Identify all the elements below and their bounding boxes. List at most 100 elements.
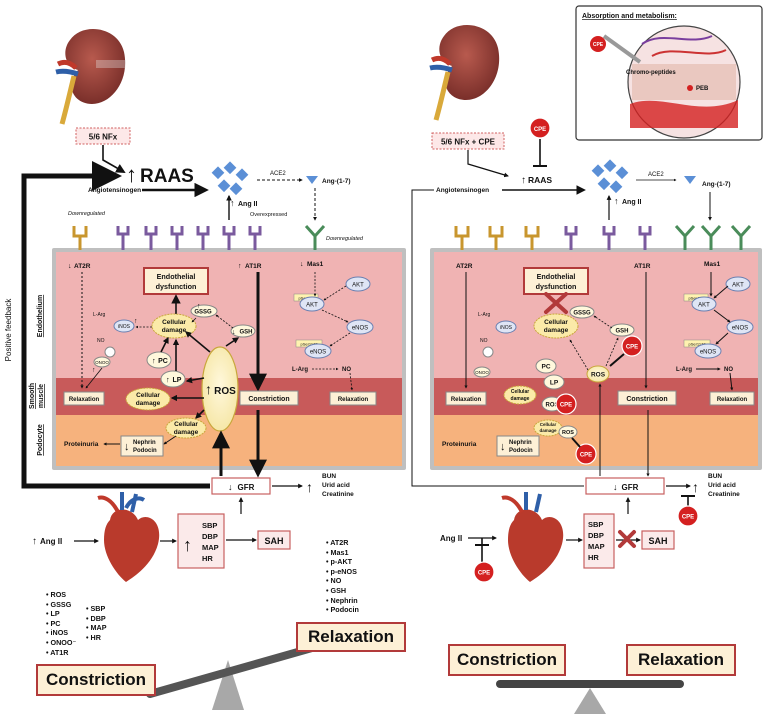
blocked-x-icon: [544, 292, 568, 314]
at1r-receptors-right: [564, 226, 652, 250]
list-item: Mas1: [326, 548, 359, 558]
svg-text:CPE: CPE: [534, 127, 546, 133]
svg-text:eNOS: eNOS: [352, 326, 368, 332]
raas-label-right: RAAS: [528, 175, 552, 185]
svg-text:iNOS: iNOS: [500, 325, 513, 331]
svg-text:↑: ↑: [183, 535, 192, 555]
ang-1-7-icon: [306, 176, 318, 184]
svg-text:ACE2: ACE2: [648, 172, 664, 178]
svg-text:GFR: GFR: [622, 483, 639, 492]
constriction-big-label: Constriction: [36, 664, 156, 696]
list-item: Nephrin: [326, 596, 359, 606]
smooth-muscle-layer-right: [434, 378, 758, 415]
svg-text:Nephrin: Nephrin: [133, 440, 156, 446]
lp-node: [160, 370, 186, 388]
downregulated-right-label: Downregulated: [326, 236, 364, 242]
svg-text:↓: ↓: [300, 261, 304, 268]
svg-text:SAH: SAH: [648, 536, 667, 546]
svg-text:AT1R: AT1R: [634, 263, 651, 270]
svg-text:GFR: GFR: [238, 483, 255, 492]
at1r-label: AT1R: [245, 263, 262, 270]
endothelial-dysfunction-line1: Endothelial: [157, 272, 196, 281]
list-item: AT2R: [326, 538, 359, 548]
svg-text:damage: damage: [136, 400, 161, 407]
svg-text:Cellular: Cellular: [136, 392, 160, 399]
svg-text:↑: ↑: [92, 367, 96, 374]
svg-text:↑: ↑: [134, 318, 138, 325]
ace2-label: ACE2: [270, 171, 286, 177]
gsh-node: [230, 324, 256, 338]
svg-text:AKT: AKT: [352, 283, 364, 289]
akt-node: [345, 276, 371, 292]
svg-text:DBP: DBP: [202, 532, 218, 541]
kidney-icon: [55, 28, 126, 125]
svg-text:eNOS: eNOS: [310, 350, 326, 356]
svg-text:AKT: AKT: [698, 303, 710, 309]
svg-text:↑: ↑: [614, 196, 619, 206]
gssg-node: [190, 304, 218, 318]
sah-box: [257, 530, 291, 550]
list-item: p-eNOS: [326, 567, 359, 577]
at2r-receptors-right: [454, 226, 540, 250]
svg-text:↑: ↑: [32, 536, 37, 547]
svg-text:Podocin: Podocin: [133, 448, 157, 454]
list-item: ONOO⁻: [46, 638, 77, 648]
svg-text:↑: ↑: [306, 479, 313, 495]
svg-text:CPE: CPE: [580, 453, 592, 459]
smooth-muscle-label-1: Smooth: [29, 383, 36, 409]
right-panel: 5/6 NFx + CPE CPE ↑ RAAS Angiotensinogen…: [411, 5, 763, 714]
svg-text:CPE: CPE: [626, 345, 638, 351]
svg-text:eNOS: eNOS: [732, 326, 748, 332]
overexpressed-label: Overexpressed: [250, 212, 287, 218]
svg-text:Constriction: Constriction: [626, 396, 667, 403]
svg-text:pSer1177: pSer1177: [300, 342, 318, 347]
svg-text:SBP: SBP: [588, 520, 603, 529]
cellular-damage-burst-2: [125, 387, 171, 411]
svg-text:Endothelial: Endothelial: [537, 272, 576, 281]
svg-text:↑: ↑: [152, 356, 156, 365]
procedure-label-right: 5/6 NFx + CPE: [441, 138, 496, 147]
at1r-receptor-icons: [116, 226, 262, 250]
svg-text:Cellular: Cellular: [174, 421, 198, 428]
podocyte-layer-right: [434, 415, 758, 466]
svg-text:damage: damage: [539, 428, 557, 433]
svg-text:SBP: SBP: [202, 521, 217, 530]
svg-text:Creatinine: Creatinine: [708, 491, 740, 498]
svg-text:damage: damage: [174, 429, 199, 436]
endothelial-dysfunction-line2: dysfunction: [156, 282, 197, 291]
constriction-big-label-right: Constriction: [448, 644, 566, 676]
svg-text:AKT: AKT: [306, 303, 318, 309]
svg-text:HR: HR: [588, 553, 599, 562]
smooth-muscle-label-2: muscle: [38, 384, 45, 408]
svg-text:pSer473: pSer473: [688, 296, 704, 301]
svg-text:Ang II: Ang II: [440, 534, 462, 543]
svg-text:BUN: BUN: [708, 473, 722, 480]
list-item: MAP: [86, 623, 107, 633]
svg-text:Cellular: Cellular: [162, 319, 186, 326]
svg-text:BUN: BUN: [322, 473, 336, 480]
svg-text:PEB: PEB: [696, 86, 709, 92]
svg-text:NO: NO: [342, 367, 351, 373]
hemodynamic-box: [177, 513, 225, 569]
svg-text:ROS: ROS: [591, 372, 606, 379]
svg-text:Relaxation: Relaxation: [69, 397, 100, 403]
svg-text:Proteinuria: Proteinuria: [442, 441, 477, 448]
list-item: GSSG: [46, 600, 76, 610]
svg-text:Mas1: Mas1: [704, 261, 721, 268]
svg-text:CPE: CPE: [682, 515, 694, 521]
svg-text:↓: ↓: [613, 482, 618, 492]
svg-text:L-Arg: L-Arg: [292, 367, 308, 373]
ang-1-7-label: Ang-(1-7): [322, 178, 351, 185]
svg-text:↑: ↑: [521, 175, 526, 186]
cpe-badge: [529, 117, 551, 139]
relaxation-big-label: Relaxation: [296, 622, 406, 652]
cellular-damage-burst-3: [165, 417, 207, 439]
heart-icon-right: [501, 492, 564, 582]
svg-text:Urid acid: Urid acid: [322, 482, 350, 489]
svg-text:L-Arg: L-Arg: [478, 312, 490, 318]
svg-text:GSSG: GSSG: [573, 311, 591, 317]
ang-ii-input-label: Ang II: [40, 537, 62, 546]
svg-text:damage: damage: [162, 327, 187, 334]
svg-text:ROS: ROS: [562, 430, 574, 436]
positive-feedback-arrow: [21, 161, 210, 489]
